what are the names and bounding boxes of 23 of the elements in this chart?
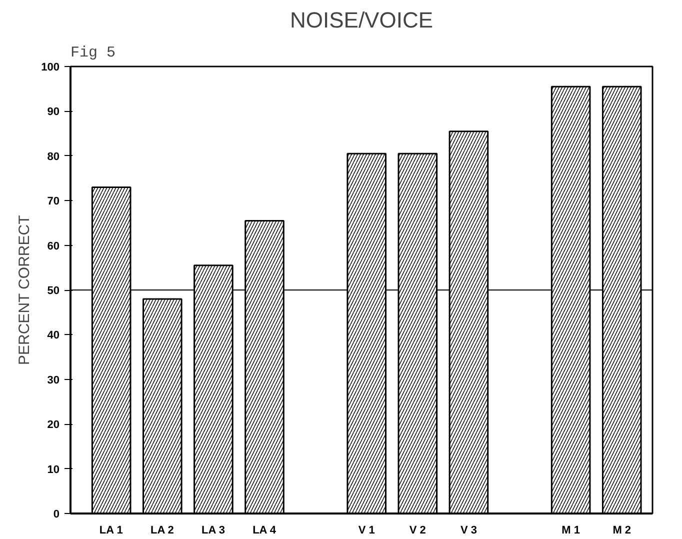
x-tick-label: LA 3 (202, 524, 225, 536)
y-tick-label: 40 (47, 330, 60, 342)
x-tick-label: V 2 (409, 524, 426, 536)
x-tick-label: M 1 (562, 524, 580, 536)
y-tick-label: 70 (47, 196, 60, 208)
chart-title: NOISE/VOICE (290, 8, 434, 32)
x-tick-label: V 1 (358, 524, 375, 536)
y-tick-label: 100 (41, 62, 60, 74)
y-tick-label: 60 (47, 240, 60, 252)
y-tick-label: 10 (47, 464, 60, 476)
y-tick-label: 50 (47, 285, 60, 297)
x-tick-label: LA 1 (99, 524, 123, 536)
y-tick-label: 20 (47, 419, 60, 432)
caption: Fig 5 (70, 44, 116, 62)
y-tick-label: 90 (47, 106, 60, 118)
x-tick-label: V 3 (460, 524, 477, 536)
y-tick-label: 30 (47, 374, 60, 386)
y-tick-label: 0 (53, 508, 60, 520)
x-tick-label: M 2 (612, 524, 632, 536)
y-axis-title: PERCENT CORRECT (16, 215, 34, 366)
x-tick-label: LA 2 (150, 524, 174, 536)
y-tick-label: 80 (47, 150, 60, 163)
x-tick-label: LA 4 (252, 524, 277, 536)
